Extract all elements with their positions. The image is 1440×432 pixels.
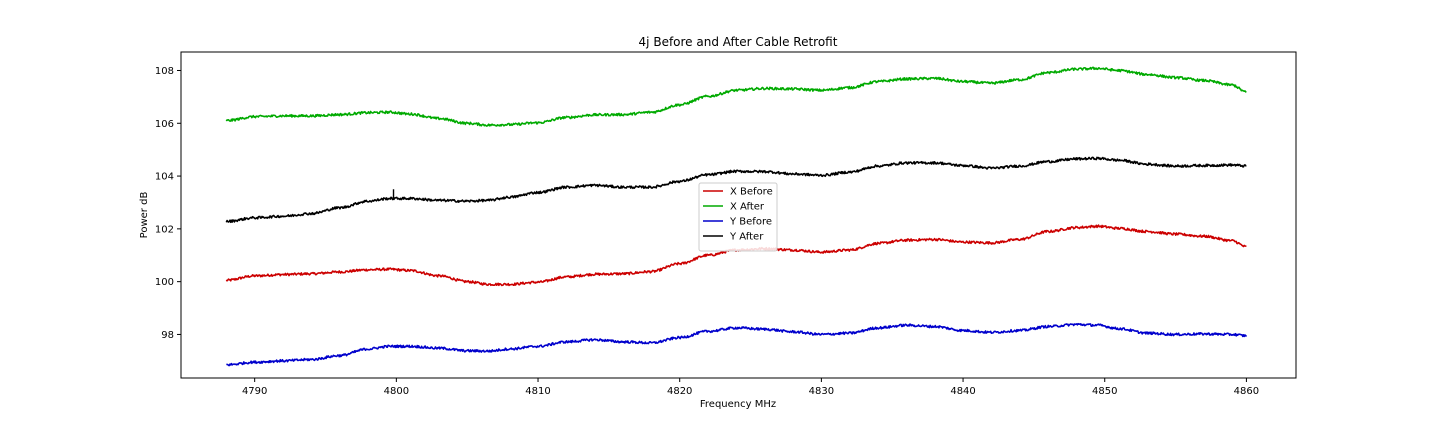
legend-label: X After <box>730 202 765 213</box>
x-axis-label: Frequency MHz <box>700 399 776 410</box>
x-tick-label: 4850 <box>1092 386 1117 397</box>
legend: X Before X After Y Before Y After <box>698 182 778 252</box>
y-tick-label: 100 <box>155 277 174 288</box>
y-axis-label: Power dB <box>139 192 150 239</box>
chart-title: 4j Before and After Cable Retrofit <box>639 35 838 49</box>
x-tick-label: 4810 <box>525 386 550 397</box>
series-line-x-after <box>225 66 1247 127</box>
y-axis: 98 100 102 104 106 108 <box>155 66 181 341</box>
x-tick-label: 4860 <box>1234 386 1259 397</box>
y-tick-label: 98 <box>161 330 174 341</box>
x-tick-label: 4840 <box>950 386 975 397</box>
x-tick-label: 4800 <box>384 386 409 397</box>
y-tick-label: 102 <box>155 224 174 235</box>
x-tick-label: 4830 <box>809 386 834 397</box>
y-tick-label: 104 <box>155 172 174 183</box>
y-tick-label: 106 <box>155 119 174 130</box>
legend-label: Y After <box>729 232 764 243</box>
legend-box <box>698 182 778 252</box>
series-line-y-after <box>225 156 1247 224</box>
series-line-y-before <box>226 322 1248 367</box>
legend-label: X Before <box>730 187 773 198</box>
x-tick-label: 4790 <box>242 386 267 397</box>
x-tick-label: 4820 <box>667 386 692 397</box>
legend-label: Y Before <box>729 217 772 228</box>
x-axis: 4790 4800 4810 4820 4830 4840 4850 4860 <box>242 378 1259 397</box>
y-tick-label: 108 <box>155 66 174 77</box>
